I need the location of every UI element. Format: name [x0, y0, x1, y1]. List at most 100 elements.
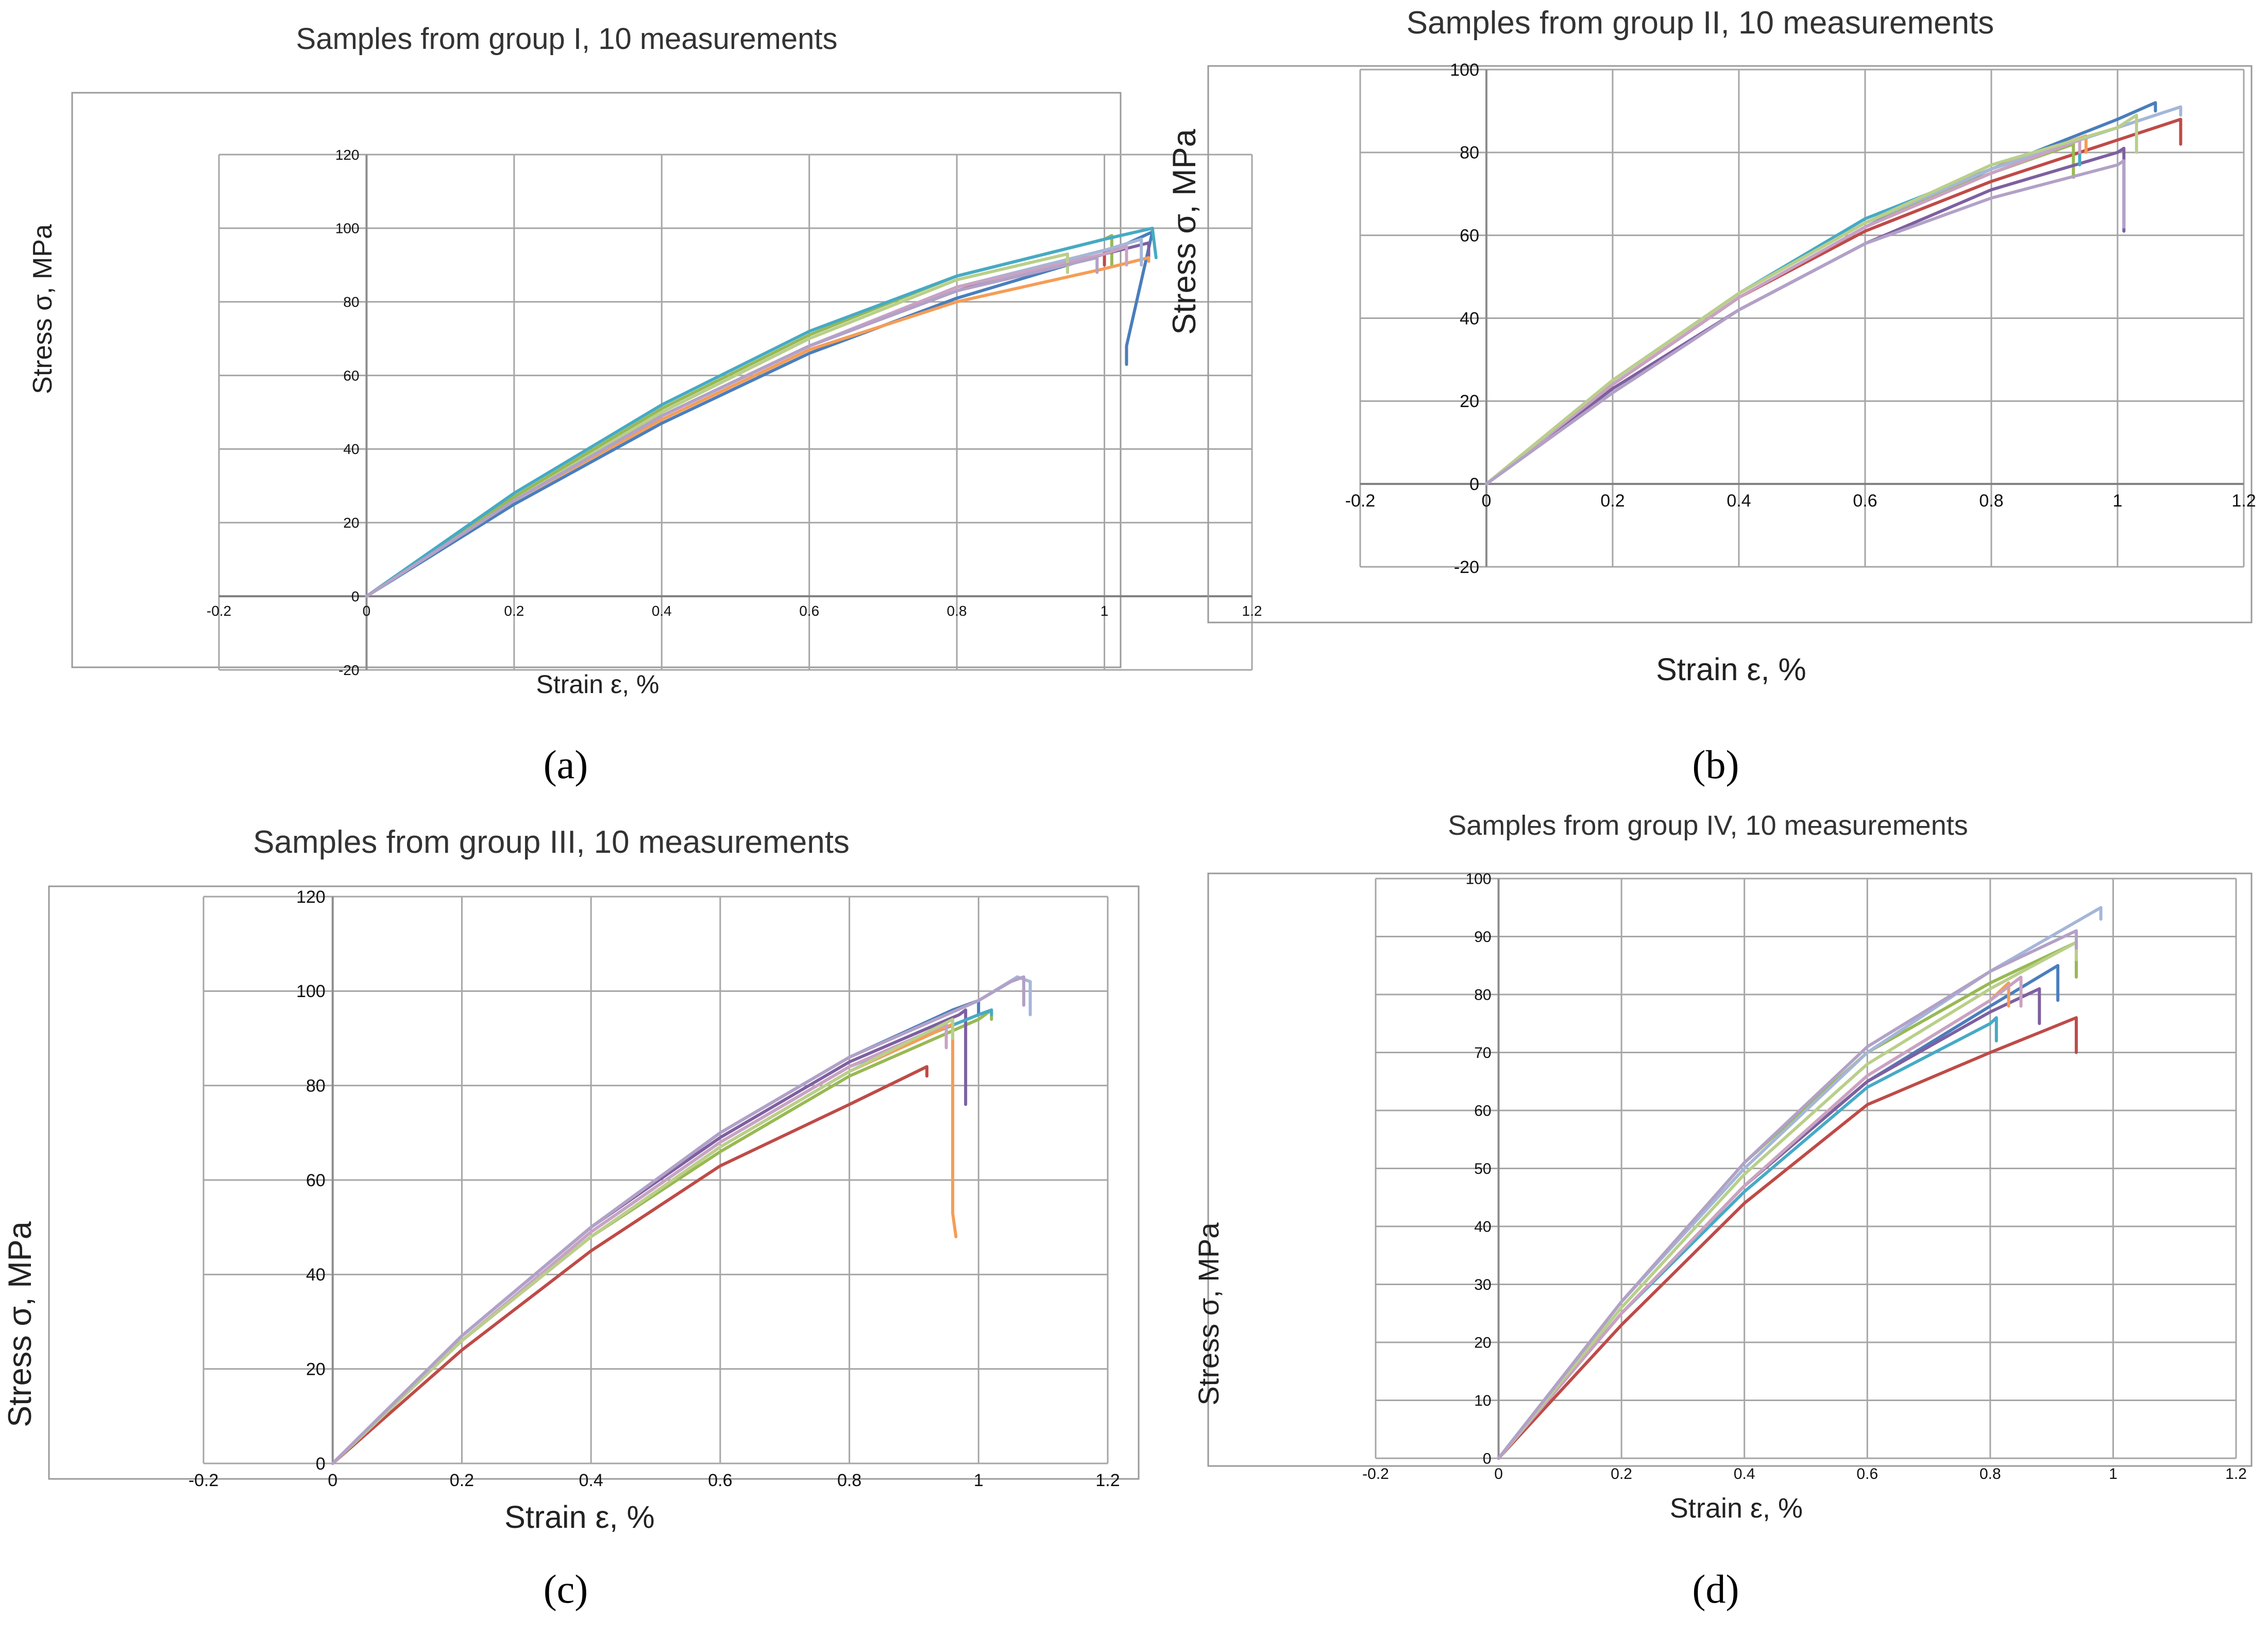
series-line-sample-1 — [365, 230, 1154, 598]
x-tick-label: 0 — [363, 603, 371, 619]
series-line-sample-3 — [365, 234, 1113, 598]
series-line-sample-10 — [365, 256, 1099, 598]
x-tick-label: 0.4 — [1727, 491, 1751, 511]
y-tick-label: 100 — [1466, 871, 1492, 888]
chart-panel-2: -0.2 0 0.2 0.4 0.6 0.8 1 1.2 -20 0 20 40 60 80 100 Samp… — [1166, 5, 2256, 787]
y-tick-label: 20 — [306, 1360, 326, 1379]
x-tick-label: 0.6 — [1853, 491, 1877, 511]
chart-panel-3: -0.2 0 0.2 0.4 0.6 0.8 1 1.2 0 20 40 60 80 100 120 Samp… — [2, 824, 1140, 1611]
y-tick-label: 0 — [351, 588, 360, 604]
chart-frame — [48, 885, 1140, 1480]
x-tick-label: 0.8 — [1979, 1465, 2001, 1483]
y-tick-label: 60 — [343, 367, 359, 383]
y-tick-label: 40 — [343, 441, 359, 457]
y-tick-label: 70 — [1474, 1045, 1491, 1062]
y-tick-label: 60 — [1460, 226, 1479, 246]
y-tick-label: 120 — [335, 147, 360, 163]
x-tick-label: 0 — [328, 1471, 337, 1490]
chart-title: Samples from group III, 10 measurements — [253, 824, 850, 860]
series-line-sample-9 — [1485, 113, 2138, 486]
x-tick-label: -0.2 — [1345, 491, 1376, 511]
x-axis-label: Strain ε, % — [504, 1500, 655, 1535]
x-tick-label: 1.2 — [2231, 491, 2256, 511]
x-tick-label: 0.8 — [1979, 491, 2003, 511]
y-tick-label: 60 — [306, 1171, 326, 1190]
panel-label: (b) — [1692, 742, 1739, 787]
y-tick-label: 20 — [1474, 1335, 1491, 1352]
x-tick-label: 0.8 — [837, 1471, 861, 1490]
panel-label: (a) — [544, 742, 588, 787]
x-tick-label: 0.2 — [504, 603, 524, 619]
chart-panel-1: -0.2 0 0.2 0.4 0.6 0.8 1 1.2 -20 0 20 40 60 80 100 120 S… — [28, 22, 1262, 787]
x-tick-label: 1 — [974, 1471, 984, 1490]
y-tick-label: 80 — [306, 1076, 326, 1096]
y-axis-label: Stress σ, MPa — [1192, 1222, 1225, 1406]
y-tick-label: 100 — [1450, 60, 1479, 80]
y-axis-label: Stress σ, MPa — [2, 1221, 38, 1427]
chart-title: Samples from group II, 10 measurements — [1407, 5, 1994, 41]
y-tick-label: -20 — [1454, 558, 1479, 577]
y-tick-label: 0 — [1469, 475, 1479, 494]
x-tick-label: 0.8 — [947, 603, 967, 619]
y-axis-label: Stress σ, MPa — [1166, 128, 1203, 334]
x-tick-label: 1.2 — [1242, 603, 1262, 619]
y-tick-label: 100 — [335, 221, 360, 237]
x-tick-label: 0.4 — [579, 1471, 603, 1490]
chart-title: Samples from group I, 10 measurements — [296, 22, 838, 56]
x-tick-label: 0.6 — [799, 603, 819, 619]
series-line-sample-10 — [331, 975, 1025, 1465]
y-tick-label: 100 — [296, 982, 326, 1001]
x-tick-label: -0.2 — [189, 1471, 219, 1490]
panel-label: (c) — [544, 1566, 588, 1611]
y-tick-label: 60 — [1474, 1103, 1491, 1120]
x-axis-label: Strain ε, % — [1656, 652, 1806, 687]
y-axis-label: Stress σ, MPa — [28, 224, 58, 394]
series-line-sample-10 — [1497, 929, 2078, 1460]
y-tick-label: 20 — [1460, 392, 1479, 411]
x-tick-label: 1.2 — [1095, 1471, 1120, 1490]
series-line-sample-5 — [365, 226, 1158, 598]
series-line-sample-10 — [1485, 159, 2126, 486]
x-tick-label: 0.2 — [1600, 491, 1624, 511]
x-axis-label: Strain ε, % — [536, 670, 659, 699]
x-axis-label: Strain ε, % — [1670, 1493, 1803, 1524]
y-tick-label: 120 — [296, 887, 326, 907]
y-tick-label: 80 — [1474, 987, 1491, 1004]
y-tick-label: 0 — [1483, 1451, 1492, 1468]
y-tick-label: 50 — [1474, 1160, 1491, 1177]
chart-frame — [71, 92, 1122, 668]
chart-panel-4: -0.2 0 0.2 0.4 0.6 0.8 1 1.2 0 10 20 30 40 50 60 70 80 90… — [1192, 810, 2253, 1611]
x-tick-label: 1 — [1101, 603, 1109, 619]
x-tick-label: 0.4 — [1734, 1465, 1755, 1483]
y-tick-label: 90 — [1474, 929, 1491, 946]
panel-label: (d) — [1692, 1566, 1739, 1611]
x-tick-label: 0 — [1482, 491, 1492, 511]
x-tick-label: 0.6 — [1856, 1465, 1878, 1483]
y-tick-label: 40 — [306, 1265, 326, 1285]
y-tick-label: 40 — [1460, 309, 1479, 328]
series-line-sample-8 — [1497, 975, 2023, 1460]
series-line-sample-9 — [331, 1018, 955, 1465]
x-tick-label: -0.2 — [207, 603, 231, 619]
series-line-sample-2 — [1497, 1016, 2078, 1460]
x-tick-label: 0.6 — [708, 1471, 732, 1490]
chart-frame — [1207, 65, 2253, 624]
x-tick-label: 1.2 — [2225, 1465, 2247, 1483]
y-tick-label: -20 — [338, 662, 359, 678]
y-tick-label: 20 — [343, 515, 359, 531]
y-tick-label: 30 — [1474, 1276, 1491, 1293]
x-tick-label: 1 — [2113, 491, 2123, 511]
y-tick-label: 40 — [1474, 1219, 1491, 1236]
x-tick-label: 0 — [1494, 1465, 1503, 1483]
x-tick-label: 0.2 — [1611, 1465, 1632, 1483]
chart-frame — [1207, 872, 2253, 1467]
y-tick-label: 0 — [316, 1454, 326, 1474]
y-tick-label: 10 — [1474, 1392, 1491, 1409]
x-tick-label: 0.4 — [652, 603, 672, 619]
series-line-sample-4 — [1485, 146, 2126, 486]
chart-title: Samples from group IV, 10 measurements — [1448, 810, 1968, 841]
y-tick-label: 80 — [343, 294, 359, 310]
x-tick-label: 1 — [2109, 1465, 2118, 1483]
